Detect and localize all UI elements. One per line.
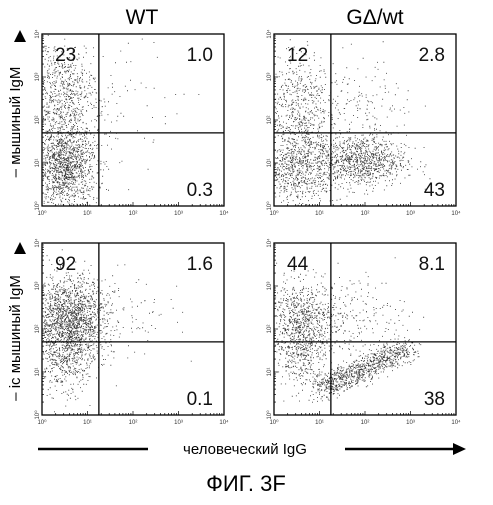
x-tick-label: 10⁴ (219, 210, 229, 217)
y-tick-label: 10¹ (267, 368, 273, 377)
quadrant-label-upper-left: 23 (55, 45, 76, 66)
x-axis-label-text: человеческий IgG (183, 441, 307, 458)
x-tick-label: 10¹ (315, 211, 324, 217)
scatter-panel: 10⁰10⁰10¹10¹10²10²10³10³10⁴10⁴921.60.1 (34, 238, 229, 426)
quadrant-label-upper-right: 1.6 (187, 254, 213, 275)
y-tick-label: 10² (35, 325, 41, 334)
row-label-top: – мышиный IgM (7, 30, 26, 177)
quadrant-label-upper-left: 12 (287, 45, 308, 66)
arrow-right-icon (453, 443, 466, 455)
quadrant-label-lower-right: 0.3 (187, 180, 213, 201)
scatter-panel: 10⁰10⁰10¹10¹10²10²10³10³10⁴10⁴448.138 (266, 238, 461, 426)
panels: 10⁰ 10⁰ 10¹ 10¹ 10² 10² 10³ 10³ 10⁴ 10⁴ 23 1.0 0.3 10… (34, 29, 461, 426)
row-label-top-text: – мышиный IgM (7, 67, 24, 178)
y-tick-label: 10³ (267, 282, 273, 291)
column-title-wt: WT (126, 6, 159, 29)
scatter-panel: 10⁰10⁰10¹10¹10²10²10³10³10⁴10⁴122.843 (266, 29, 461, 217)
column-title-gdelta: GΔ/wt (346, 6, 403, 29)
x-tick-label: 10² (361, 420, 370, 426)
quadrant-label-upper-left: 44 (287, 254, 309, 275)
arrow-up-icon (14, 30, 26, 42)
x-tick-label: 10³ (174, 211, 183, 217)
y-tick-label: 10⁰ (34, 201, 41, 211)
x-tick-label: 10¹ (315, 420, 324, 426)
x-tick-label: 10⁴ (451, 419, 461, 426)
x-tick-label: 10⁴ (219, 419, 229, 426)
quadrant-label-upper-right: 8.1 (419, 254, 445, 275)
scatter-panel: 10⁰10⁰10¹10¹10²10²10³10³10⁴10⁴231.00.3 (34, 29, 229, 217)
x-tick-label: 10¹ (83, 420, 92, 426)
x-tick-label: 10³ (406, 211, 415, 217)
y-tick-label: 10⁴ (266, 238, 273, 248)
y-tick-label: 10² (267, 116, 273, 125)
quadrant-label-lower-right: 43 (424, 180, 445, 201)
quadrant-label-lower-right: 38 (424, 389, 445, 410)
row-label-bottom-text: – ic мышиный IgM (7, 275, 24, 401)
y-tick-label: 10⁰ (266, 201, 273, 211)
figure-caption: ФИГ. 3F (206, 471, 286, 496)
x-tick-label: 10² (129, 211, 138, 217)
quadrant-label-upper-left: 92 (55, 254, 76, 275)
y-tick-label: 10⁴ (34, 238, 41, 248)
x-tick-label: 10³ (406, 420, 415, 426)
x-tick-label: 10⁴ (451, 210, 461, 217)
x-tick-label: 10² (361, 211, 370, 217)
y-tick-label: 10² (267, 325, 273, 334)
x-tick-label: 10³ (174, 420, 183, 426)
y-tick-label: 10¹ (35, 368, 41, 377)
y-tick-label: 10¹ (267, 159, 273, 168)
quadrant-label-upper-right: 1.0 (187, 45, 213, 66)
y-tick-label: 10³ (35, 73, 41, 82)
y-tick-label: 10⁰ (34, 410, 41, 420)
y-tick-label: 10⁴ (266, 29, 273, 39)
x-tick-label: 10¹ (83, 211, 92, 217)
y-tick-label: 10³ (35, 282, 41, 291)
arrow-up-icon (14, 242, 26, 254)
row-label-bottom: – ic мышиный IgM (7, 242, 26, 401)
x-axis-label: человеческий IgG (38, 441, 466, 458)
x-tick-label: 10² (129, 420, 138, 426)
y-tick-label: 10⁴ (34, 29, 41, 39)
scatter-points (275, 257, 424, 402)
quadrant-label-lower-right: 0.1 (187, 389, 213, 410)
y-tick-label: 10² (35, 116, 41, 125)
quadrant-label-upper-right: 2.8 (419, 45, 445, 66)
y-tick-label: 10³ (267, 73, 273, 82)
y-tick-label: 10¹ (35, 159, 41, 168)
y-tick-label: 10⁰ (266, 410, 273, 420)
